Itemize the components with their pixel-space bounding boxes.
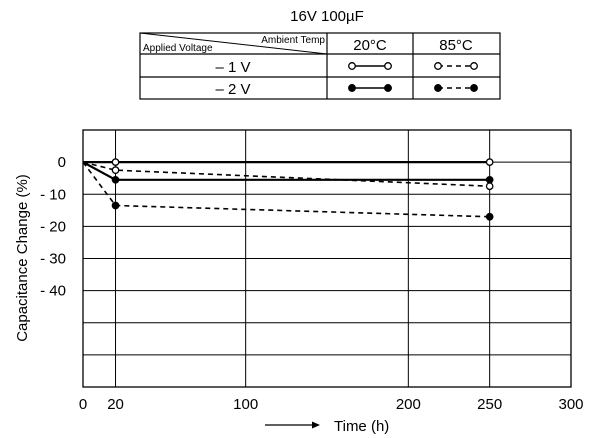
legend-symbol-2v-85c	[434, 84, 478, 92]
x-tick-label: 250	[477, 396, 502, 413]
y-tick-label: - 10	[40, 186, 66, 203]
series-line	[82, 161, 490, 218]
x-tick-label: 20	[107, 396, 124, 413]
legend-temp-20c: 20°C	[353, 37, 387, 54]
plot-area	[82, 129, 572, 388]
y-tick-label: 0	[58, 154, 66, 171]
legend-symbol-1v-85c	[434, 62, 478, 70]
y-tick-label: - 40	[40, 283, 66, 300]
legend-header-ambient: Ambient Temp	[261, 35, 325, 46]
legend-voltage-2v: – 2 V	[215, 81, 250, 98]
y-tick-labels: 0 - 10 - 20 - 30 - 40	[40, 154, 66, 300]
legend-symbol-1v-20c	[348, 62, 392, 70]
x-axis-arrow	[265, 421, 320, 429]
legend-table: Ambient Temp Applied Voltage 20°C 85°C –…	[139, 32, 501, 100]
series-line	[82, 161, 490, 181]
legend-temp-85c: 85°C	[439, 37, 473, 54]
data-point	[111, 175, 120, 184]
data-point	[485, 175, 494, 184]
legend-voltage-1v: – 1 V	[215, 59, 250, 76]
x-tick-label: 200	[396, 396, 421, 413]
y-axis-label: Capacitance Change (%)	[14, 174, 31, 342]
y-tick-label: - 20	[40, 218, 66, 235]
data-point	[111, 158, 120, 166]
x-axis-label: Time (h)	[334, 418, 389, 435]
x-tick-labels: 0 20 100 200 250 300	[79, 396, 584, 413]
legend-symbol-2v-20c	[348, 84, 392, 92]
x-tick-label: 300	[558, 396, 583, 413]
series-3	[82, 161, 494, 221]
data-point	[485, 182, 494, 191]
series-2	[82, 161, 494, 184]
data-point	[111, 201, 120, 210]
legend-header-applied: Applied Voltage	[143, 43, 213, 54]
grid-horizontal	[83, 161, 571, 356]
data-point	[485, 212, 494, 221]
chart-title: 16V 100µF	[290, 8, 364, 25]
series-line	[82, 161, 490, 188]
series-0	[83, 158, 494, 166]
x-tick-label: 0	[79, 396, 87, 413]
x-tick-label: 100	[233, 396, 258, 413]
data-point	[111, 166, 120, 175]
series-1	[82, 161, 494, 191]
y-tick-label: - 30	[40, 251, 66, 268]
series-layer	[82, 158, 494, 221]
data-point	[485, 158, 494, 166]
